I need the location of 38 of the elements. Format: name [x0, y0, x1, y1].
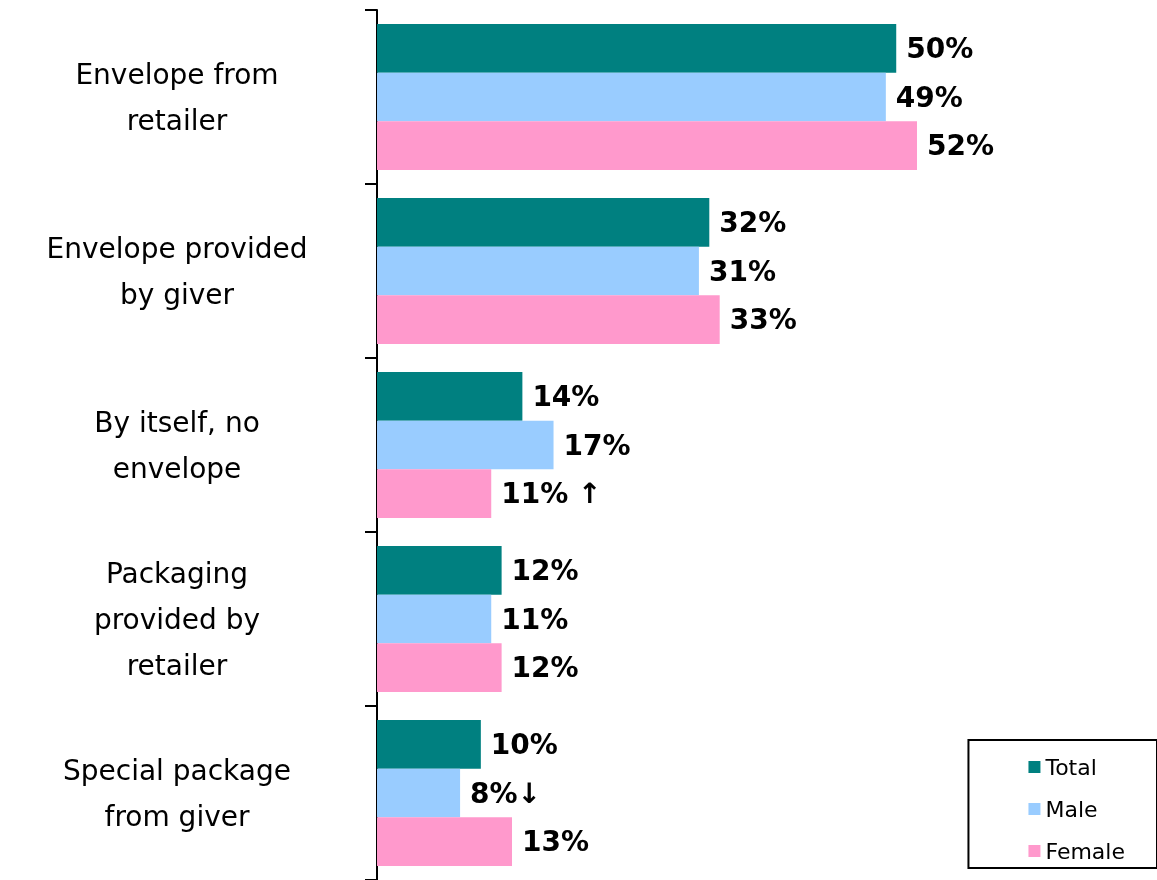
data-label: 10%: [490, 727, 558, 761]
data-label: 31%: [708, 254, 776, 288]
legend-label: Male: [1045, 796, 1098, 822]
data-label: 17%: [563, 428, 631, 462]
bar: [377, 197, 710, 247]
y-tick-label: By itself, no envelope: [94, 405, 260, 485]
legend-label: Total: [1044, 754, 1097, 780]
data-label: 13%: [522, 825, 590, 859]
bar: [377, 817, 512, 867]
bar: [377, 768, 461, 818]
data-label: 12%: [511, 553, 579, 587]
y-tick-label: Envelope provided by giver: [46, 231, 308, 311]
data-label: 49%: [895, 80, 963, 114]
y-tick-label: Envelope from retailer: [75, 57, 279, 137]
bar: [377, 594, 492, 644]
bar: [377, 371, 523, 421]
bar: [377, 121, 917, 171]
data-label: 12%: [511, 651, 579, 685]
bar: [377, 469, 492, 519]
data-label: 8%↓: [470, 776, 542, 810]
bar: [377, 420, 554, 470]
bar: [377, 719, 481, 769]
data-label: 50%: [906, 31, 974, 65]
bar: [377, 545, 502, 595]
bar: [377, 246, 699, 296]
data-label: 14%: [532, 379, 600, 413]
data-label: 11% ↑: [501, 477, 602, 511]
data-label: 32%: [719, 205, 787, 239]
legend-label: Female: [1045, 838, 1125, 864]
bar: [377, 23, 897, 73]
data-label: 33%: [729, 303, 797, 337]
data-label: 52%: [927, 129, 995, 163]
y-tick-label: Special package from giver: [63, 753, 291, 833]
bar: [377, 295, 720, 345]
y-tick-label: Packaging provided by retailer: [93, 556, 261, 682]
bar: [377, 72, 886, 122]
bar: [377, 643, 502, 693]
data-label: 11%: [501, 602, 569, 636]
